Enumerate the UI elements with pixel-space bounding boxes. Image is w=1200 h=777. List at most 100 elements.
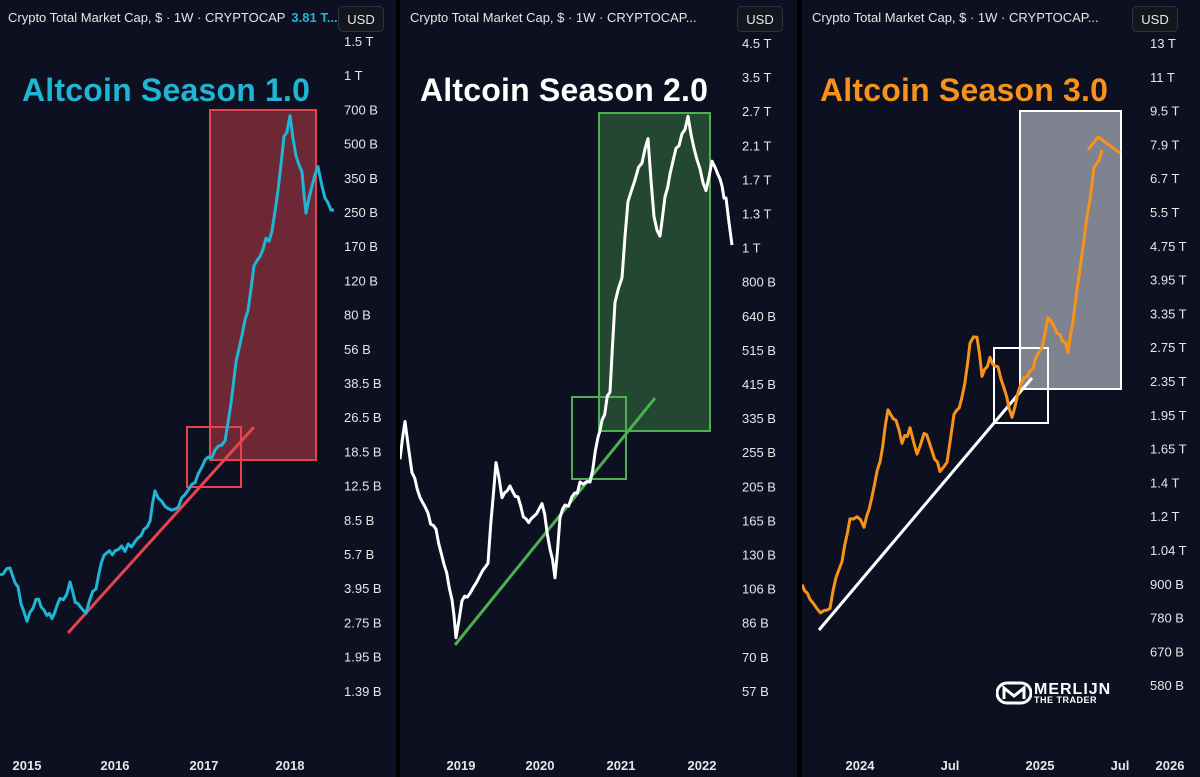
chart-header-text: Crypto Total Market Cap, $ · 1W · CRYPTO… <box>812 10 1099 25</box>
breakout-box <box>571 396 627 480</box>
price-line <box>802 149 1104 615</box>
breakout-box <box>186 426 242 488</box>
y-tick-label: 205 B <box>742 479 776 494</box>
season-title: Altcoin Season 1.0 <box>22 72 311 108</box>
trend-line <box>817 377 1034 631</box>
y-tick-label: 670 B <box>1150 644 1184 659</box>
y-tick-label: 2.1 T <box>742 138 771 153</box>
currency-button[interactable]: USD <box>737 6 783 32</box>
y-tick-label: 1.5 T <box>344 34 373 49</box>
y-tick-label: 7.9 T <box>1150 137 1179 152</box>
y-tick-label: 57 B <box>742 684 769 699</box>
y-tick-label: 8.5 B <box>344 513 374 528</box>
season-title: Altcoin Season 2.0 <box>420 72 709 108</box>
chart-svg-3: 13 T 11 T 9.5 T 7.9 T 6.7 T 5.5 T 4.75 T 3.95 T… <box>802 36 1187 773</box>
y-tick-label: 13 T <box>1150 36 1176 51</box>
chart-svg-2: 4.5 T 3.5 T 2.7 T 2.1 T 1.7 T 1.3 T 1 T 800 B 64… <box>400 36 776 773</box>
y-tick-label: 3.95 T <box>1150 273 1187 288</box>
y-tick-label: 1.39 B <box>344 684 382 699</box>
y-tick-label: 38.5 B <box>344 376 382 391</box>
y-tick-label: 1.7 T <box>742 172 771 187</box>
currency-button[interactable]: USD <box>1132 6 1178 32</box>
chart-panel-season-3: 13 T 11 T 9.5 T 7.9 T 6.7 T 5.5 T 4.75 T 3.95 T… <box>802 0 1200 777</box>
breakout-box <box>993 347 1049 424</box>
y-tick-label: 106 B <box>742 582 776 597</box>
y-tick-label: 12.5 B <box>344 479 382 494</box>
y-tick-label: 350 B <box>344 171 378 186</box>
x-tick-label: 2020 <box>526 758 555 773</box>
y-tick-label: 515 B <box>742 343 776 358</box>
y-tick-label: 800 B <box>742 275 776 290</box>
chart-header-value: 3.81 T... <box>291 10 338 25</box>
x-tick-label: 2021 <box>607 758 636 773</box>
y-tick-label: 2.75 B <box>344 615 382 630</box>
projection-arrow <box>1086 135 1121 155</box>
season-box <box>598 112 711 432</box>
x-tick-label: 2017 <box>190 758 219 773</box>
y-tick-label: 335 B <box>742 411 776 426</box>
chart-svg-1: 1.5 T 1 T 700 B 500 B 350 B 250 B 170 B 120 B 80… <box>0 34 382 773</box>
y-tick-label: 700 B <box>344 102 378 117</box>
chart-header-text: Crypto Total Market Cap, $ · 1W · CRYPTO… <box>410 10 697 25</box>
logo-subtitle: THE TRADER <box>1034 695 1097 705</box>
y-tick-label: 1 T <box>742 241 761 256</box>
x-tick-label: 2022 <box>688 758 717 773</box>
y-tick-label: 1 T <box>344 68 363 83</box>
y-tick-label: 165 B <box>742 513 776 528</box>
y-tick-label: 3.35 T <box>1150 306 1187 321</box>
y-tick-label: 5.7 B <box>344 547 374 562</box>
chart-header-text: Crypto Total Market Cap, $ · 1W · CRYPTO… <box>8 10 286 25</box>
x-tick-label: 2015 <box>13 758 42 773</box>
x-tick-label: 2024 <box>846 758 876 773</box>
y-tick-label: 3.5 T <box>742 70 771 85</box>
x-tick-label: 2026 <box>1156 758 1185 773</box>
y-tick-label: 26.5 B <box>344 410 382 425</box>
chart-panel-season-1: 1.5 T 1 T 700 B 500 B 350 B 250 B 170 B 120 B 80… <box>0 0 396 777</box>
y-tick-label: 4.75 T <box>1150 239 1187 254</box>
x-tick-label: 2018 <box>276 758 305 773</box>
y-tick-label: 1.04 T <box>1150 543 1187 558</box>
y-tick-label: 6.7 T <box>1150 171 1179 186</box>
y-tick-label: 2.35 T <box>1150 374 1187 389</box>
y-tick-label: 11 T <box>1150 70 1175 85</box>
y-tick-label: 2.7 T <box>742 104 771 119</box>
y-tick-label: 18.5 B <box>344 444 382 459</box>
x-tick-label: 2016 <box>101 758 130 773</box>
y-tick-label: 250 B <box>344 205 378 220</box>
x-tick-label: Jul <box>941 758 960 773</box>
y-tick-label: 170 B <box>344 239 378 254</box>
logo-icon <box>996 681 1032 705</box>
y-tick-label: 70 B <box>742 650 769 665</box>
trend-line <box>453 397 657 646</box>
currency-button[interactable]: USD <box>338 6 384 32</box>
y-tick-label: 5.5 T <box>1150 205 1179 220</box>
logo-title: MERLIJN <box>1034 681 1112 698</box>
chart-header: Crypto Total Market Cap, $ · 1W · CRYPTO… <box>812 10 1099 25</box>
y-tick-label: 9.5 T <box>1150 104 1179 119</box>
y-tick-label: 415 B <box>742 377 776 392</box>
x-tick-label: 2019 <box>447 758 476 773</box>
y-tick-label: 3.95 B <box>344 581 382 596</box>
y-tick-label: 1.2 T <box>1150 509 1179 524</box>
price-line <box>400 114 734 640</box>
y-tick-label: 500 B <box>344 137 378 152</box>
y-tick-label: 4.5 T <box>742 36 771 51</box>
y-tick-label: 900 B <box>1150 577 1184 592</box>
y-tick-label: 640 B <box>742 309 776 324</box>
trend-line <box>66 425 256 635</box>
y-tick-label: 56 B <box>344 342 371 357</box>
chart-header: Crypto Total Market Cap, $ · 1W · CRYPTO… <box>8 10 338 25</box>
price-line <box>0 114 335 623</box>
x-tick-label: 2025 <box>1026 758 1055 773</box>
y-tick-label: 255 B <box>742 445 776 460</box>
y-tick-label: 1.4 T <box>1150 475 1179 490</box>
merlijn-logo: MERLIJN THE TRADER <box>996 680 1126 706</box>
y-tick-label: 1.3 T <box>742 207 771 222</box>
y-tick-label: 80 B <box>344 308 371 323</box>
y-tick-label: 120 B <box>344 273 378 288</box>
y-tick-label: 2.75 T <box>1150 340 1187 355</box>
y-tick-label: 86 B <box>742 616 769 631</box>
season-title: Altcoin Season 3.0 <box>820 72 1109 108</box>
y-tick-label: 580 B <box>1150 678 1184 693</box>
y-tick-label: 130 B <box>742 548 776 563</box>
